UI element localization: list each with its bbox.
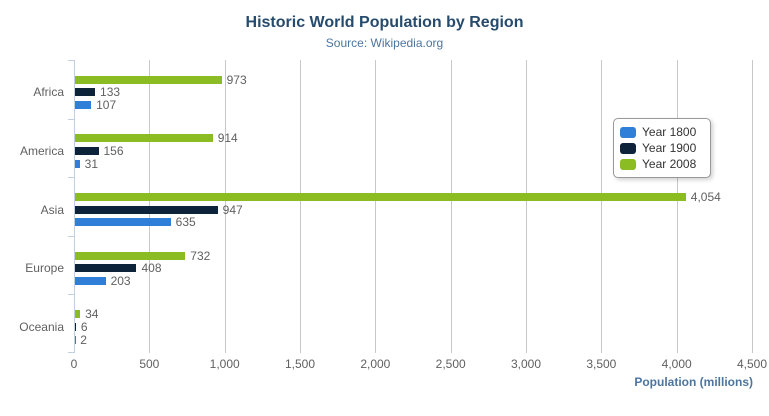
category-label-africa: Africa: [33, 85, 64, 100]
gridline-4,500: [752, 60, 753, 353]
bar-value-year-2008-africa: 973: [226, 72, 247, 87]
x-axis-label-4-500: 4,500: [736, 357, 768, 371]
plot-area: 107 31 635 203 2 133 156 947 408 6 973 914 4,054 732 3…: [68, 60, 753, 353]
category-axis-tick: [68, 177, 74, 179]
category-axis-tick: [68, 352, 74, 353]
bar-year-2008-africa[interactable]: [75, 75, 222, 84]
gridline-4,000: [676, 60, 678, 353]
bar-year-2008-america[interactable]: [75, 134, 213, 143]
x-axis-label-0: 0: [70, 357, 78, 371]
x-axis-label-1-500: 1,500: [284, 357, 316, 371]
bar-year-1800-europe[interactable]: [75, 276, 106, 285]
bar-year-1800-asia[interactable]: [75, 218, 171, 227]
bar-value-year-1800-oceania: 2: [80, 332, 87, 347]
x-axis-label-2-000: 2,000: [360, 357, 391, 371]
gridline-1,000: [224, 60, 226, 353]
bar-value-year-1800-africa: 107: [96, 98, 117, 113]
gridline-1,500: [300, 60, 301, 353]
category-label-america: America: [19, 144, 64, 158]
bar-year-1900-europe[interactable]: [75, 264, 137, 273]
bar-year-2008-oceania[interactable]: [75, 310, 81, 319]
bar-value-year-1900-oceania: 6: [80, 319, 88, 334]
legend-label: Year 2008: [642, 157, 697, 171]
bar-value-year-1800-europe: 203: [110, 273, 131, 288]
category-label-asia: Asia: [40, 202, 64, 217]
bar-value-year-1900-asia: 947: [222, 202, 243, 217]
category-axis-tick: [68, 235, 74, 237]
bar-year-1900-oceania[interactable]: [75, 322, 76, 331]
legend: Year 1800 Year 1900 Year 2008: [613, 118, 711, 178]
bar-value-year-2008-oceania: 34: [85, 307, 99, 322]
category-axis-tick: [68, 118, 74, 120]
bar-value-year-1900-europe: 408: [141, 261, 162, 276]
bar-value-year-2008-america: 914: [217, 131, 238, 146]
legend-swatch-year-1800: [620, 126, 636, 138]
x-axis-title: Population (millions): [634, 375, 753, 389]
bar-year-2008-asia[interactable]: [75, 192, 686, 201]
bar-value-year-1800-asia: 635: [175, 215, 196, 230]
x-axis-label-500: 500: [139, 357, 160, 371]
x-axis-label-4-000: 4,000: [661, 357, 692, 371]
bar-year-1900-asia[interactable]: [75, 205, 218, 214]
x-axis-label-3-000: 3,000: [510, 357, 542, 371]
chart-title: Historic World Population by Region: [245, 14, 524, 31]
legend-item-year-1800[interactable]: Year 1800: [620, 124, 704, 140]
category-axis-line: [74, 60, 75, 353]
bar-value-year-1900-africa: 133: [100, 85, 121, 100]
legend-label: Year 1800: [642, 125, 697, 139]
bar-year-1900-africa[interactable]: [75, 88, 96, 97]
bar-value-year-2008-europe: 732: [190, 248, 211, 263]
category-axis-tick: [68, 294, 74, 296]
x-axis-label-1-000: 1,000: [209, 357, 240, 371]
gridline-2,000: [375, 60, 377, 353]
bar-value-year-2008-asia: 4,054: [690, 189, 721, 204]
x-axis-label-3-500: 3,500: [586, 357, 617, 371]
bar-year-1800-africa[interactable]: [75, 101, 92, 110]
chart-subtitle: Source: Wikipedia.org: [325, 36, 444, 50]
category-label-europe: Europe: [25, 261, 64, 276]
bar-value-year-1900-america: 156: [103, 144, 124, 158]
legend-label: Year 1900: [642, 141, 697, 155]
legend-item-year-1900[interactable]: Year 1900: [620, 140, 704, 156]
bar-year-2008-europe[interactable]: [75, 251, 186, 260]
category-label-oceania: Oceania: [19, 319, 64, 334]
legend-swatch-year-1900: [620, 142, 636, 154]
bar-year-1900-america[interactable]: [75, 147, 99, 155]
gridline-3,000: [526, 60, 527, 353]
category-axis-tick: [68, 60, 74, 61]
bar-year-1800-america[interactable]: [75, 159, 80, 168]
x-axis-label-2-500: 2,500: [435, 357, 466, 371]
bar-value-year-1800-america: 31: [84, 156, 99, 171]
legend-swatch-year-2008: [620, 158, 636, 170]
gridline-3,500: [601, 60, 603, 353]
gridline-2,500: [450, 60, 452, 353]
legend-item-year-2008[interactable]: Year 2008: [620, 156, 704, 172]
